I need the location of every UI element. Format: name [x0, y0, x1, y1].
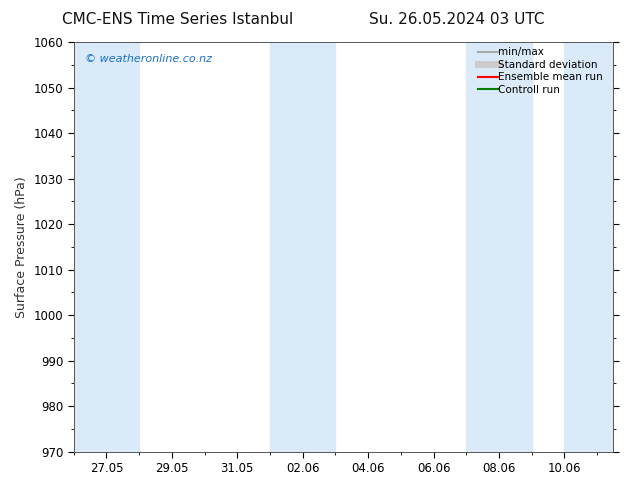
- Y-axis label: Surface Pressure (hPa): Surface Pressure (hPa): [15, 176, 28, 318]
- Text: © weatheronline.co.nz: © weatheronline.co.nz: [84, 54, 212, 64]
- Bar: [466, 42, 532, 452]
- Text: Su. 26.05.2024 03 UTC: Su. 26.05.2024 03 UTC: [369, 12, 544, 27]
- Bar: [564, 42, 614, 452]
- Text: CMC-ENS Time Series Istanbul: CMC-ENS Time Series Istanbul: [62, 12, 293, 27]
- Bar: [74, 42, 139, 452]
- Legend: min/max, Standard deviation, Ensemble mean run, Controll run: min/max, Standard deviation, Ensemble me…: [479, 47, 608, 95]
- Bar: [270, 42, 335, 452]
